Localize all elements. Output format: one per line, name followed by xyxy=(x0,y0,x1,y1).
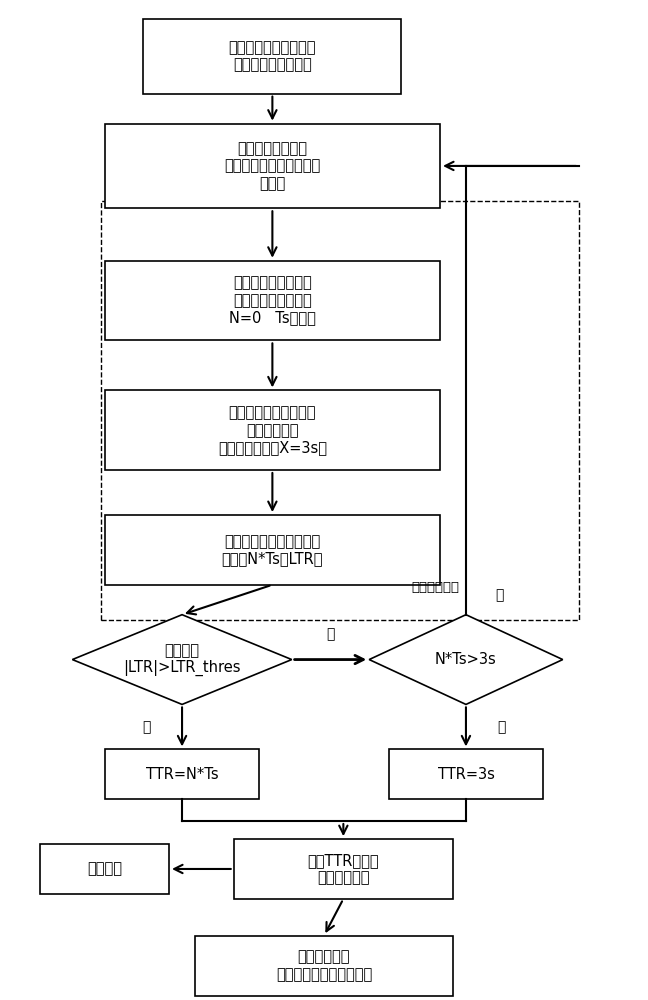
FancyBboxPatch shape xyxy=(104,515,440,585)
Text: 否: 否 xyxy=(495,588,503,602)
FancyBboxPatch shape xyxy=(40,844,169,894)
Polygon shape xyxy=(73,615,292,704)
FancyBboxPatch shape xyxy=(104,261,440,340)
FancyBboxPatch shape xyxy=(104,390,440,470)
Text: 否: 否 xyxy=(326,628,334,642)
Text: 是: 是 xyxy=(497,720,505,734)
FancyBboxPatch shape xyxy=(389,749,544,799)
Text: N*Ts>3s: N*Ts>3s xyxy=(435,652,497,667)
Text: 实车当前状态估计量
设置为预警模型初值
N=0   Ts为步长: 实车当前状态估计量 设置为预警模型初值 N=0 Ts为步长 xyxy=(229,276,316,325)
FancyBboxPatch shape xyxy=(143,19,401,94)
Text: 读取客车当前状态
（压力、车速、方向盘转
角等）: 读取客车当前状态 （压力、车速、方向盘转 角等） xyxy=(224,141,321,191)
FancyBboxPatch shape xyxy=(104,749,259,799)
Text: 是: 是 xyxy=(143,720,151,734)
Text: 侧翻条件
|LTR|>LTR_thres: 侧翻条件 |LTR|>LTR_thres xyxy=(123,643,241,676)
Text: 根据TTR值大小
进行预警控制: 根据TTR值大小 进行预警控制 xyxy=(308,853,379,885)
FancyBboxPatch shape xyxy=(104,124,440,208)
Text: 触发预警装置
（蜂鸣器和警示指示灯）: 触发预警装置 （蜂鸣器和警示指示灯） xyxy=(276,950,372,982)
Text: 车载传感器（压力、轮
速、转向盘转角等）: 车载传感器（压力、轮 速、转向盘转角等） xyxy=(229,40,316,72)
Text: 车辆预警参考模型状态
变量循环计算
（设定预测时间X=3s）: 车辆预警参考模型状态 变量循环计算 （设定预测时间X=3s） xyxy=(218,405,327,455)
FancyBboxPatch shape xyxy=(234,839,453,899)
FancyBboxPatch shape xyxy=(195,936,453,996)
Text: TTR=3s: TTR=3s xyxy=(437,767,494,782)
Polygon shape xyxy=(369,615,562,704)
Text: TTR=N*Ts: TTR=N*Ts xyxy=(146,767,218,782)
Text: 预警参考模型: 预警参考模型 xyxy=(411,581,459,594)
Text: 决策模块: 决策模块 xyxy=(87,861,122,876)
Text: 根据预警参考模型预测未
来时刻N*Ts的LTR值: 根据预警参考模型预测未 来时刻N*Ts的LTR值 xyxy=(222,534,323,566)
